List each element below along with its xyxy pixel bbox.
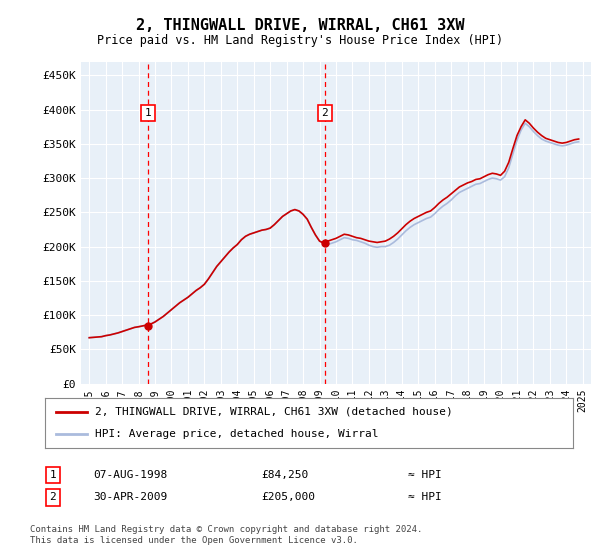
Text: Contains HM Land Registry data © Crown copyright and database right 2024.
This d: Contains HM Land Registry data © Crown c… xyxy=(30,525,422,545)
Text: 2, THINGWALL DRIVE, WIRRAL, CH61 3XW (detached house): 2, THINGWALL DRIVE, WIRRAL, CH61 3XW (de… xyxy=(95,407,453,417)
Text: 30-APR-2009: 30-APR-2009 xyxy=(93,492,167,502)
Text: 1: 1 xyxy=(49,470,56,480)
Text: 07-AUG-1998: 07-AUG-1998 xyxy=(93,470,167,480)
Text: £205,000: £205,000 xyxy=(261,492,315,502)
Text: ≈ HPI: ≈ HPI xyxy=(408,492,442,502)
Text: 2, THINGWALL DRIVE, WIRRAL, CH61 3XW: 2, THINGWALL DRIVE, WIRRAL, CH61 3XW xyxy=(136,18,464,33)
Text: 2: 2 xyxy=(49,492,56,502)
Text: 1: 1 xyxy=(145,108,151,118)
Text: ≈ HPI: ≈ HPI xyxy=(408,470,442,480)
Text: £84,250: £84,250 xyxy=(261,470,308,480)
Text: 2: 2 xyxy=(322,108,328,118)
Text: Price paid vs. HM Land Registry's House Price Index (HPI): Price paid vs. HM Land Registry's House … xyxy=(97,34,503,46)
Text: HPI: Average price, detached house, Wirral: HPI: Average price, detached house, Wirr… xyxy=(95,429,379,439)
